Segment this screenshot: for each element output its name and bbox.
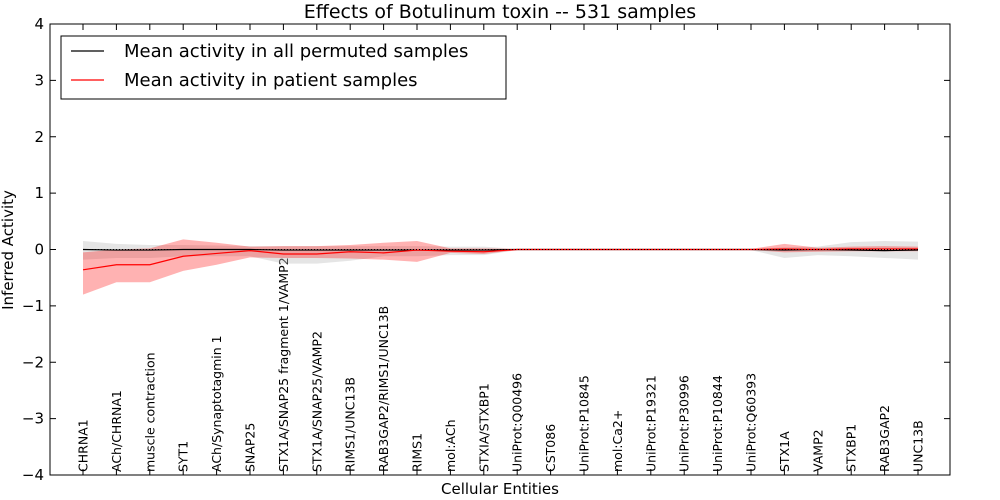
x-tick-label: ACh/CHRNA1 bbox=[109, 390, 124, 472]
legend-label-patient: Mean activity in patient samples bbox=[124, 70, 418, 91]
x-tick-label: STXIA/STXBP1 bbox=[476, 383, 491, 472]
x-tick-label: RAB3GAP2 bbox=[877, 405, 892, 472]
x-tick-label: RIMS1/UNC13B bbox=[343, 377, 358, 472]
x-tick-label: STXBP1 bbox=[844, 424, 859, 472]
x-tick-label: SYT1 bbox=[176, 441, 191, 472]
x-tick-label: STX1A/SNAP25/VAMP2 bbox=[309, 331, 324, 472]
x-tick-label: UniProt:P30996 bbox=[677, 375, 692, 472]
y-axis-label: Inferred Activity bbox=[0, 190, 17, 310]
y-tick-label: 3 bbox=[34, 71, 44, 89]
x-tick-label: CHRNA1 bbox=[76, 419, 91, 472]
x-tick-label: SNAP25 bbox=[243, 423, 258, 472]
x-tick-label: UniProt:Q60393 bbox=[744, 373, 759, 472]
y-tick-label: 4 bbox=[34, 15, 44, 33]
x-tick-label: mol:ACh bbox=[443, 420, 458, 473]
y-tick-label: 0 bbox=[34, 241, 44, 259]
y-tick-label: −1 bbox=[22, 297, 44, 315]
x-tick-label: muscle contraction bbox=[142, 352, 157, 472]
x-axis-label: Cellular Entities bbox=[441, 480, 559, 498]
y-tick-label: −3 bbox=[22, 410, 44, 428]
y-tick-label: −2 bbox=[22, 353, 44, 371]
x-tick-label: RAB3GAP2/RIMS1/UNC13B bbox=[376, 306, 391, 472]
x-tick-label: UNC13B bbox=[911, 420, 926, 472]
legend-box bbox=[60, 35, 507, 100]
x-tick-label: UniProt:Q00496 bbox=[510, 373, 525, 472]
x-tick-label: mol:Ca2+ bbox=[610, 410, 625, 472]
legend: Mean activity in all permuted samples Me… bbox=[60, 35, 507, 100]
x-tick-label: STX1A bbox=[777, 431, 792, 472]
plot-frame bbox=[49, 23, 951, 476]
x-tick-label: ACh/Synaptotagmin 1 bbox=[209, 335, 224, 472]
x-tick-label: STX1A/SNAP25 fragment 1/VAMP2 bbox=[276, 257, 291, 472]
y-tick-label: 1 bbox=[34, 184, 44, 202]
x-tick-label: VAMP2 bbox=[810, 429, 825, 472]
patient-mean-line bbox=[82, 248, 918, 271]
patient-confidence-band bbox=[83, 239, 918, 295]
x-tick-label: CST086 bbox=[543, 424, 558, 472]
legend-label-permuted: Mean activity in all permuted samples bbox=[124, 41, 468, 62]
permuted-confidence-band bbox=[83, 241, 918, 264]
y-tick-label: 2 bbox=[34, 128, 44, 146]
x-tick-label: RIMS1 bbox=[410, 433, 425, 472]
y-tick-label: −4 bbox=[22, 466, 44, 484]
x-tick-label: UniProt:P10845 bbox=[577, 375, 592, 472]
x-tick-label: UniProt:P10844 bbox=[710, 375, 725, 472]
x-tick-label: UniProt:P19321 bbox=[643, 375, 658, 472]
chart-title: Effects of Botulinum toxin -- 531 sample… bbox=[304, 1, 696, 23]
